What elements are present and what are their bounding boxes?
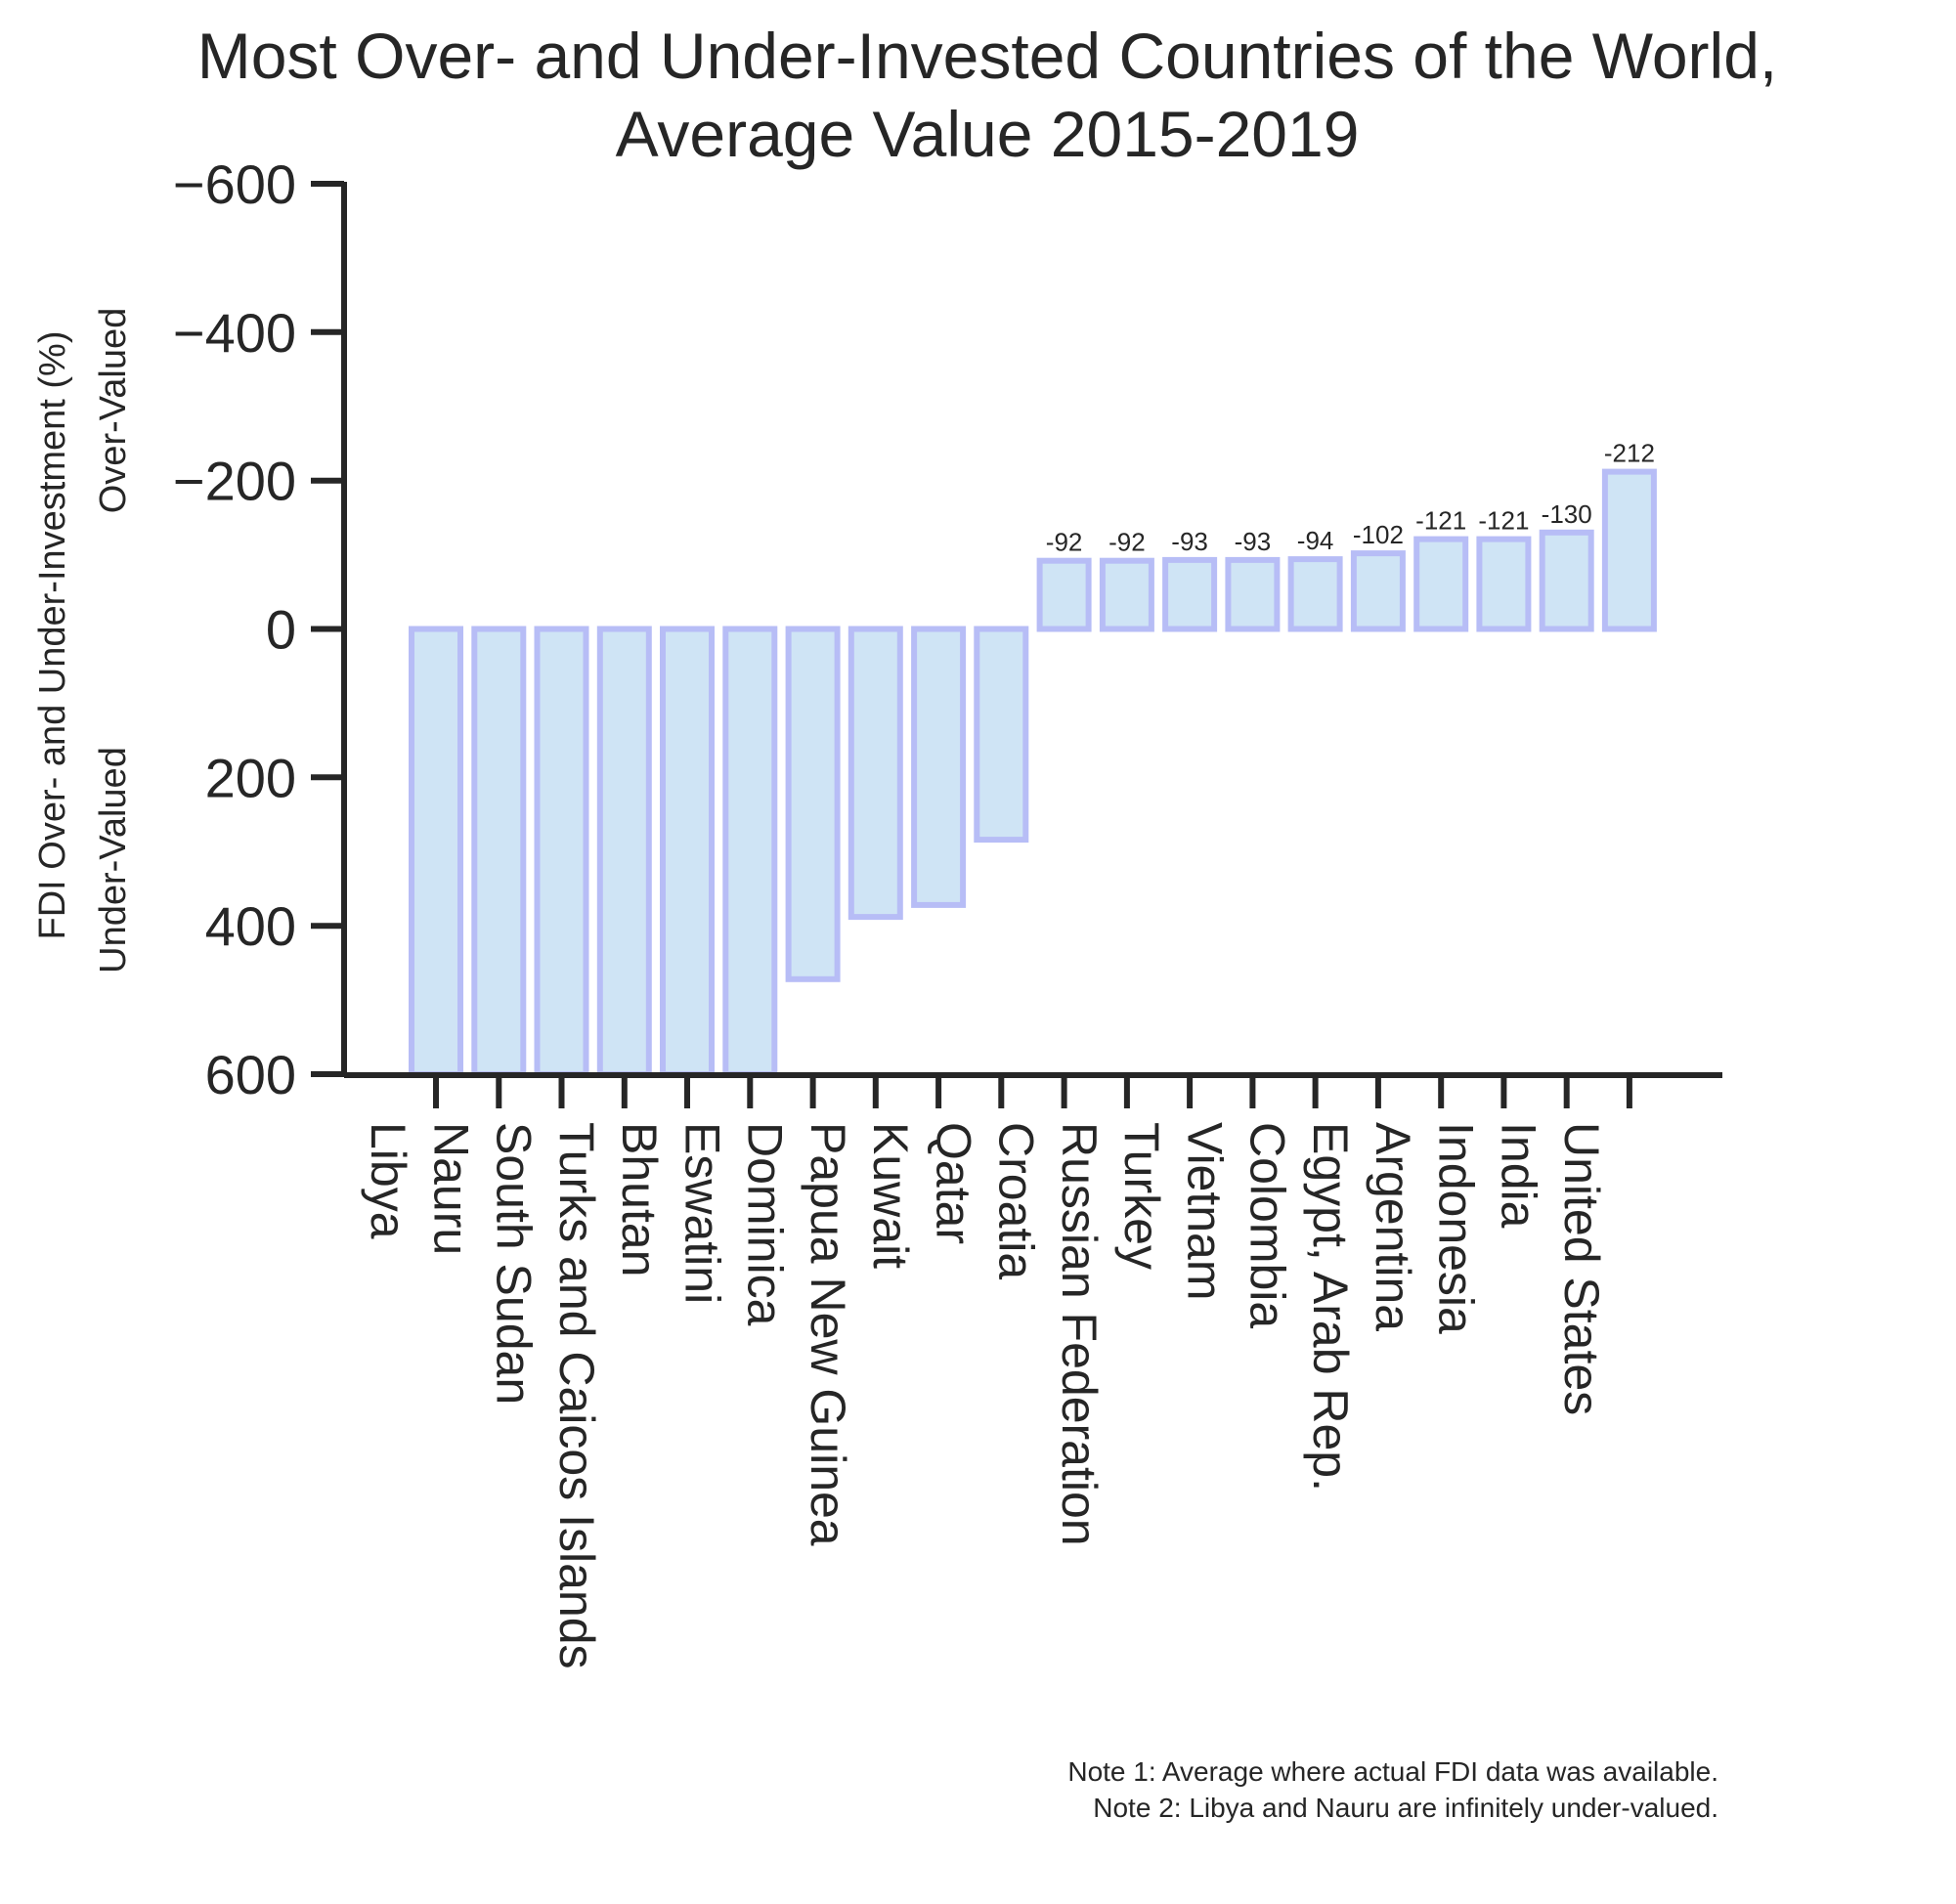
data-label-croatia: -92 bbox=[1046, 528, 1083, 557]
data-labels: -92 -92 -93 -93 -94 -102 -121 -121 -130 -212 bbox=[1046, 439, 1655, 557]
data-label-russian-federation: -92 bbox=[1108, 528, 1146, 557]
y-tick-label: 400 bbox=[205, 895, 296, 957]
bar-bhutan bbox=[660, 626, 715, 1077]
note-1: Note 1: Average where actual FDI data wa… bbox=[1067, 1756, 1718, 1787]
x-tick-label-nauru: Nauru bbox=[423, 1122, 478, 1255]
over-valued-label: Over-Valued bbox=[93, 308, 134, 514]
x-tick-label-dominica: Dominica bbox=[738, 1122, 793, 1326]
bar-kuwait bbox=[911, 626, 967, 908]
y-tick-label: −400 bbox=[173, 302, 296, 364]
chart-title-line-2: Average Value 2015-2019 bbox=[616, 98, 1360, 170]
y-tick-label: 0 bbox=[266, 599, 296, 661]
bar-south-sudan bbox=[534, 626, 589, 1077]
data-label-egypt-arab-rep: -102 bbox=[1353, 520, 1404, 549]
x-tick-label-libya: Libya bbox=[361, 1122, 415, 1239]
y-tick-label: 600 bbox=[205, 1044, 296, 1105]
data-label-india: -130 bbox=[1542, 499, 1592, 529]
data-label-indonesia: -121 bbox=[1478, 506, 1529, 536]
bars bbox=[409, 468, 1657, 1077]
bar-papua-new-guinea bbox=[848, 626, 903, 921]
data-label-turkey: -93 bbox=[1171, 527, 1208, 556]
data-label-vietnam: -93 bbox=[1235, 527, 1272, 556]
x-tick-label-india: India bbox=[1492, 1122, 1546, 1229]
bar-turks-and-caicos-islands bbox=[596, 626, 652, 1077]
x-tick-label-papua-new-guinea: Papua New Guinea bbox=[801, 1122, 855, 1546]
x-tick-label-turkey: Turkey bbox=[1114, 1122, 1169, 1270]
bar-turkey bbox=[1162, 556, 1218, 632]
x-tick-label-kuwait: Kuwait bbox=[863, 1122, 918, 1269]
bar-libya bbox=[409, 626, 463, 1077]
y-axis-label: FDI Over- and Under-Investment (%) bbox=[32, 331, 73, 940]
x-ticks: Libya Nauru South Sudan Turks and Caicos Is… bbox=[361, 1075, 1632, 1669]
y-ticks: −600 −400 −200 0 200 400 600 bbox=[173, 153, 344, 1105]
bar-nauru bbox=[471, 626, 527, 1077]
data-label-colombia: -94 bbox=[1297, 526, 1334, 555]
bar-eswatini bbox=[722, 626, 778, 1077]
x-tick-label-bhutan: Bhutan bbox=[612, 1122, 667, 1277]
x-tick-label-argentina: Argentina bbox=[1366, 1122, 1420, 1331]
under-valued-label: Under-Valued bbox=[93, 747, 134, 974]
bar-indonesia bbox=[1476, 536, 1532, 632]
bar-dominica bbox=[785, 626, 841, 982]
x-tick-label-egypt-arab-rep: Egypt, Arab Rep. bbox=[1303, 1122, 1358, 1492]
x-tick-label-south-sudan: South Sudan bbox=[487, 1122, 542, 1405]
x-tick-label-qatar: Qatar bbox=[926, 1122, 980, 1244]
x-tick-label-vietnam: Vietnam bbox=[1177, 1122, 1232, 1301]
x-tick-label-indonesia: Indonesia bbox=[1428, 1122, 1483, 1334]
y-tick-label: 200 bbox=[205, 747, 296, 808]
note-2: Note 2: Libya and Nauru are infinitely u… bbox=[1093, 1793, 1718, 1823]
x-tick-label-eswatini: Eswatini bbox=[674, 1122, 729, 1304]
x-tick-label-united-states: United States bbox=[1554, 1122, 1609, 1415]
bar-russian-federation bbox=[1099, 557, 1154, 632]
bar-vietnam bbox=[1225, 556, 1281, 632]
bar-india bbox=[1539, 529, 1594, 632]
x-tick-label-croatia: Croatia bbox=[989, 1122, 1044, 1279]
data-label-united-states: -212 bbox=[1604, 439, 1655, 468]
y-tick-label: −200 bbox=[173, 451, 296, 512]
x-tick-label-turks-and-caicos-islands: Turks and Caicos Islands bbox=[549, 1122, 604, 1669]
bar-argentina bbox=[1413, 536, 1469, 632]
data-label-argentina: -121 bbox=[1415, 506, 1466, 536]
x-tick-label-colombia: Colombia bbox=[1240, 1122, 1295, 1328]
bar-colombia bbox=[1287, 556, 1343, 632]
chart-title-line-1: Most Over- and Under-Invested Countries … bbox=[197, 20, 1777, 92]
x-tick-label-russian-federation: Russian Federation bbox=[1052, 1122, 1107, 1546]
y-tick-label: −600 bbox=[173, 153, 296, 215]
bar-egypt-arab-rep bbox=[1350, 550, 1406, 632]
bar-qatar bbox=[974, 626, 1029, 844]
bar-croatia bbox=[1036, 557, 1092, 632]
bar-united-states bbox=[1601, 468, 1657, 632]
